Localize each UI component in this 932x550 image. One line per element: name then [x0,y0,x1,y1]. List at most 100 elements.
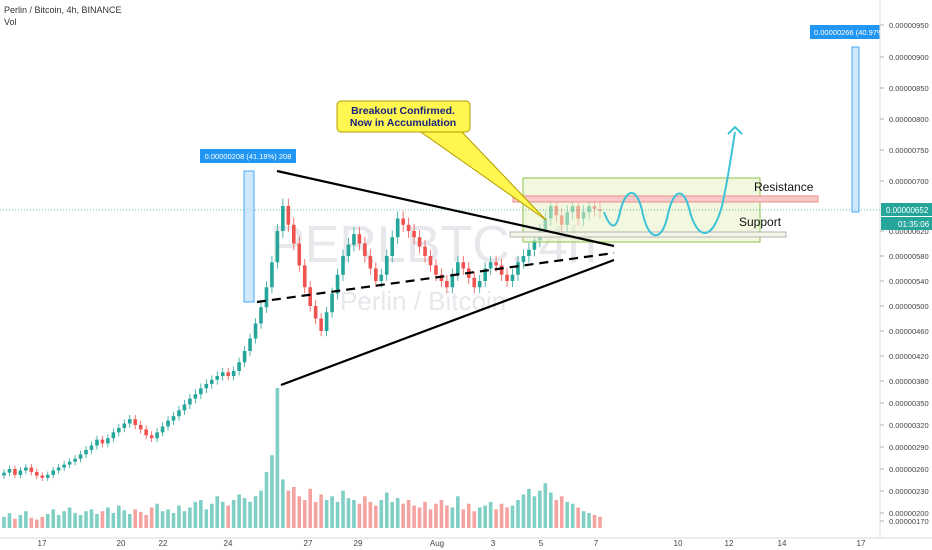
candle-body [456,262,460,275]
last-price-badge [881,203,932,216]
x-tick-label: 27 [304,539,313,548]
candle-body [242,351,247,363]
dashed-trendline[interactable] [256,251,615,304]
y-tick-label: 0.00000460 [889,327,929,336]
volume-bar [166,509,170,528]
volume-bar [357,503,362,528]
volume-bar [417,507,422,528]
candle-body [166,420,170,427]
volume-bar [199,500,203,528]
candle-body [297,243,302,266]
volume-bar [40,516,45,528]
lower-trendline[interactable] [280,258,615,387]
volume-bar [538,490,542,528]
candle-body [527,249,531,256]
volume-bar [324,500,329,528]
y-tick-label: 0.00000540 [889,277,929,286]
candle-body [188,398,192,405]
candle-body [231,371,236,376]
x-tick-label: 14 [778,539,787,548]
volume-bar [499,503,504,528]
y-tick-label: 0.00000420 [889,352,929,361]
volume-bar [570,503,575,528]
candle-body [439,274,444,281]
candle-body [286,206,291,225]
candle-body [56,467,61,471]
volume-bar [401,503,405,528]
volume-label: Vol [4,17,17,27]
chart-header: Perlin / Bitcoin, 4h, BINANCE Vol [4,4,122,28]
support-band[interactable] [509,231,787,238]
measure-right-label-box [810,25,880,39]
candle-body [111,432,116,439]
volume-bar [270,455,274,528]
x-tick-label: 17 [38,539,47,548]
volume-bar [598,516,602,528]
y-tick-label: 0.00000900 [889,53,929,62]
candle-body [270,262,274,288]
candle-body [516,262,520,275]
candle-body [368,256,373,269]
candle-body [35,471,39,476]
projection-path[interactable] [603,131,736,237]
x-tick-label: 12 [725,539,734,548]
volume-bar [302,500,307,528]
candle-body [40,475,45,478]
measure-left-range[interactable] [243,170,255,303]
measure-right-range[interactable] [851,46,860,213]
volume-bar [576,507,580,528]
y-tick-label: 0.00000800 [889,115,929,124]
volume-bar [543,483,548,528]
upper-trendline[interactable] [276,169,615,248]
y-tick-label: 0.00000200 [889,509,929,518]
candle-body [445,281,449,288]
candle-body [499,265,504,275]
volume-bar [209,503,214,528]
candle-body [2,472,6,476]
measure-left-label-box [200,149,296,163]
candle-body [67,461,72,465]
volume-bar [516,500,520,528]
candle-body [406,224,411,231]
volume-bar [308,488,313,528]
volume-bar [565,501,569,528]
candle-body [341,256,345,275]
y-tick-label: 0.00000380 [889,377,929,386]
volume-bar [510,505,515,528]
countdown-label: 01:35:06 [898,220,930,229]
candle-body [346,244,351,256]
volume-bar [548,492,553,528]
volume-bar [248,501,252,528]
volume-bar [253,496,258,528]
candle-body [401,218,405,225]
callout-box[interactable] [336,100,471,133]
candle-body [177,410,181,417]
candle-body [144,429,148,436]
volume-bar [428,509,433,528]
candle-body [209,379,214,384]
volume-bar [406,500,411,528]
volume-bar [7,513,12,528]
volume-bar [581,511,586,528]
volume-bar [264,472,269,528]
candle-body [259,307,263,324]
y-axis-panel[interactable] [880,0,932,538]
watermark-name: Perlin / Bitcoin [340,286,506,316]
candle-body [352,234,356,245]
resistance-band[interactable] [512,195,819,203]
volume-bar [368,501,373,528]
y-tick-label: 0.00000290 [889,443,929,452]
volume-bar [319,494,323,528]
callout-line1: Breakout Confirmed. [351,105,455,117]
candle-body [510,274,515,281]
x-tick-label: 3 [491,539,496,548]
candle-body [264,287,269,308]
y-tick-label: 0.00000500 [889,302,929,311]
y-tick-label: 0.00000170 [889,517,929,526]
volume-bar [390,501,395,528]
candle-body [149,435,154,439]
volume-bar [149,507,154,528]
candle-body [100,439,105,444]
projection-arrow-icon [727,125,743,135]
